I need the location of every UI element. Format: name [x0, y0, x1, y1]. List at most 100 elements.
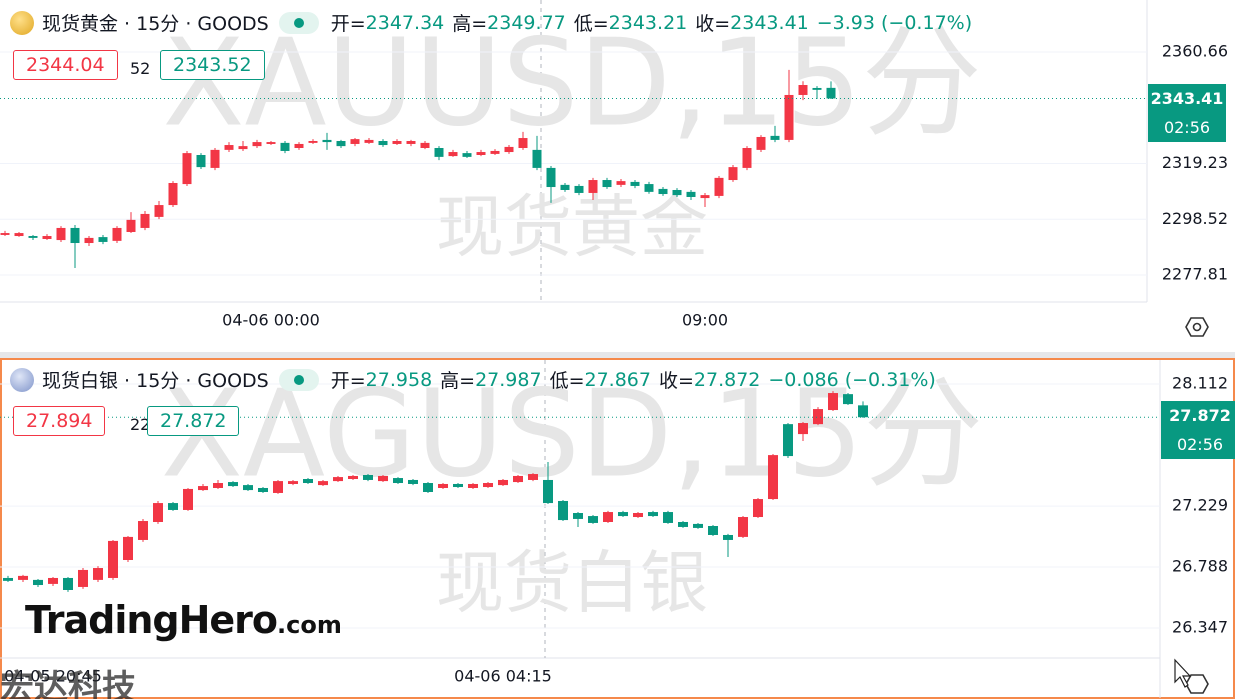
- candle-body: [504, 146, 514, 153]
- candle-body: [84, 237, 94, 244]
- symbol-icon: [10, 10, 34, 35]
- quote-label: 收=: [658, 370, 694, 392]
- candle-body: [498, 479, 508, 486]
- candle-body: [513, 475, 523, 483]
- candle-body: [273, 481, 283, 493]
- candle-body: [182, 153, 192, 185]
- active-pane-border: [0, 358, 1235, 699]
- settings-icon-dot: [1192, 322, 1202, 332]
- candle-body: [728, 167, 738, 181]
- candle-body: [70, 227, 80, 244]
- candle-body: [453, 483, 463, 488]
- candle-body: [336, 140, 346, 147]
- candle-body: [618, 512, 628, 517]
- quote-label: 低=: [573, 13, 609, 35]
- y-tick-label: 26.347: [1172, 618, 1228, 637]
- candle-body: [78, 569, 88, 587]
- candle-body: [48, 577, 58, 584]
- candle-body: [183, 488, 193, 510]
- bar-countdown: 02:56: [1163, 118, 1211, 137]
- candle-body: [303, 479, 313, 484]
- watermark-name: 现货黄金: [436, 189, 708, 268]
- last-price: 2343.41: [1150, 89, 1224, 108]
- y-tick-label: 2360.66: [1162, 42, 1228, 61]
- candle-body: [196, 154, 206, 168]
- candle-body: [558, 500, 568, 521]
- sell-price: 27.894: [13, 406, 106, 436]
- quote-value: 2349.77: [487, 11, 566, 34]
- candle-body: [213, 483, 223, 488]
- quote-label: 高=: [440, 370, 476, 392]
- candle-body: [633, 513, 643, 518]
- candle-body: [490, 150, 500, 154]
- candle-body: [574, 185, 584, 193]
- candle-body: [408, 479, 418, 484]
- watermark: XAUUSD,15分: [162, 15, 981, 154]
- candle-body: [322, 139, 332, 143]
- candle-body: [98, 237, 108, 242]
- candle-body: [648, 512, 658, 517]
- candle-body: [546, 167, 556, 188]
- sell-price: 2344.04: [13, 50, 118, 80]
- symbol-icon: [10, 367, 34, 392]
- candle-body: [33, 579, 43, 586]
- candle-body: [826, 87, 836, 99]
- candle-body: [573, 513, 583, 519]
- last-price-tag: 27.872 02:56: [1161, 401, 1235, 459]
- candle-body: [393, 478, 403, 484]
- candle-body: [543, 479, 553, 504]
- candle-body: [663, 512, 673, 523]
- last-price-tag: 2343.41 02:56: [1148, 84, 1226, 142]
- quote-label: 开=: [330, 370, 366, 392]
- candle-body: [14, 233, 24, 237]
- candle-body: [658, 188, 668, 195]
- candle-body: [228, 482, 238, 487]
- candle-body: [198, 486, 208, 491]
- candle-body: [560, 184, 570, 190]
- candle-body: [406, 140, 416, 144]
- settings-icon[interactable]: [1185, 317, 1209, 337]
- legend-header: 现货黄金 · 15分 · GOODS 开= 2347.34 高= 2349.77 低= 23…: [10, 9, 972, 36]
- status-pill: [278, 368, 319, 391]
- candle-body: [783, 424, 793, 457]
- candle-body: [0, 233, 10, 235]
- candle-body: [280, 142, 290, 151]
- candle-body: [708, 526, 718, 535]
- status-pill: [278, 11, 319, 34]
- price-change: −3.93 (−0.17%): [816, 11, 973, 34]
- publisher: 宏达科技: [0, 668, 136, 699]
- bar-countdown: 02:56: [1176, 435, 1224, 454]
- candle-body: [108, 540, 118, 578]
- candle-body: [602, 180, 612, 188]
- candle-body: [768, 455, 778, 500]
- candle-body: [126, 219, 136, 232]
- candle-body: [3, 577, 13, 581]
- candle-body: [476, 152, 486, 155]
- candle-body: [723, 534, 733, 540]
- candle-body: [532, 149, 542, 168]
- symbol-title: 现货白银 · 15分 · GOODS: [42, 370, 269, 392]
- quote-label: 高=: [452, 13, 488, 35]
- x-tick-label: 04-05 20:45: [4, 667, 102, 686]
- candle-body: [434, 147, 444, 157]
- candle-body: [266, 142, 276, 144]
- quote-value: 27.958: [365, 368, 433, 391]
- quote-label: 收=: [695, 13, 731, 35]
- logo-suffix: .com: [277, 611, 342, 639]
- quote-value: 2347.34: [365, 11, 445, 34]
- candle-body: [378, 140, 388, 146]
- candle-body: [644, 184, 654, 192]
- quote-value: 27.987: [475, 368, 542, 391]
- x-tick-label: 04-06 04:15: [454, 667, 552, 686]
- candle-body: [678, 521, 688, 527]
- candle-body: [812, 87, 822, 90]
- candle-body: [153, 503, 163, 522]
- settings-icon[interactable]: [1185, 674, 1209, 694]
- candle-body: [828, 393, 838, 411]
- y-tick-label: 2277.81: [1162, 265, 1228, 284]
- candle-body: [528, 474, 538, 480]
- candle-body: [308, 140, 318, 143]
- candle-body: [518, 138, 528, 148]
